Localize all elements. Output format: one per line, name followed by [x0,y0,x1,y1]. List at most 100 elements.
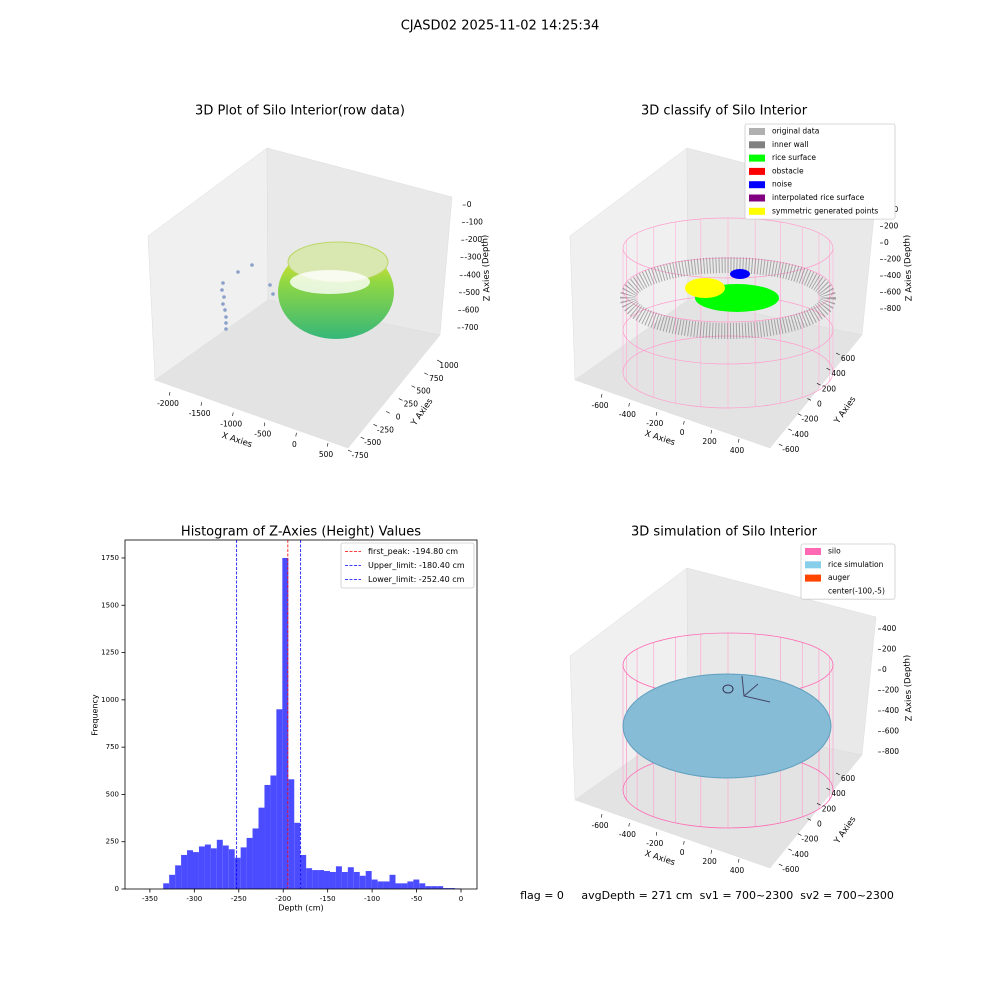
bar [401,883,408,889]
legend-patch [749,141,765,149]
y-tick-label: 0 [115,885,119,893]
y-axis-label: Frequency [91,694,100,736]
x-tick [200,402,202,406]
bar [306,868,313,889]
bar [240,847,247,889]
y-tick-label: 1000 [439,361,458,370]
y-tick-label: 0 [817,400,822,409]
x-tick [710,849,712,854]
y-tick-label: -400 [792,850,809,859]
bar [431,886,438,889]
y-tick-label: 750 [429,374,444,383]
y-tick-label: 500 [106,790,119,798]
bar [324,871,330,889]
x-tick-label: 0 [459,895,463,903]
x-tick [295,432,297,437]
x-tick-label: 500 [319,450,334,459]
point [221,281,225,285]
x-tick-label: 400 [730,866,745,875]
x-tick-label: 200 [702,437,717,446]
bar [377,881,384,889]
bar [193,852,199,889]
legend-patch [749,154,765,162]
point [271,292,275,296]
y-tick-label: 600 [841,354,856,363]
y-tick [807,398,812,401]
y-tick [816,383,821,386]
plot-frame [124,539,478,890]
z-tick-label: -400 [884,271,901,280]
point [224,315,228,319]
bar [282,557,289,889]
y-tick-label: 500 [416,387,431,396]
legend-label: auger [828,573,851,582]
x-tick-label: -300 [186,895,202,903]
status-text: flag = 0 avgDepth = 271 cm sv1 = 700~230… [520,889,894,902]
legend [800,543,896,600]
bar [329,871,336,889]
y-tick [826,367,831,371]
z-tick-label: -200 [465,235,482,244]
y-tick [835,352,840,356]
y-tick-label: 250 [106,838,119,846]
bar [294,822,301,889]
legend-label: silo [828,547,841,556]
bar [449,888,456,889]
bar [383,881,390,889]
legend-patch [749,207,765,215]
legend-label: rice surface [772,153,816,162]
point [220,288,224,292]
legend-label: symmetric generated points [772,206,878,215]
x-tick [710,429,712,434]
y-tick-label: -250 [377,425,394,434]
z-tick-label: -800 [882,747,899,756]
pane [154,299,441,449]
x-tick-label: 400 [730,446,745,455]
legend-label: original data [772,127,819,136]
x-tick [683,840,685,845]
y-tick [778,443,783,447]
x-tick-label: -600 [591,821,608,830]
y-tick [816,803,821,806]
y-tick [347,449,352,453]
z-tick-label: 0 [882,665,887,674]
z-tick-label: 0 [467,200,472,209]
y-tick-label: 1000 [101,696,119,704]
bar [187,850,193,889]
x-tick-label: -1500 [189,409,211,418]
point [250,263,254,267]
bar [216,839,223,889]
y-tick-label: 400 [831,369,846,378]
y-tick-label: 200 [822,384,837,393]
bar [163,883,170,889]
z-tick-label: -400 [882,706,899,715]
chart-title: 3D classify of Silo Interior [641,104,808,119]
chart-title: 3D Plot of Silo Interior(row data) [195,104,405,119]
bar [288,779,295,889]
bar [341,871,348,889]
y-tick [385,411,390,414]
noise-points [730,269,750,279]
x-tick-label: -400 [619,410,636,419]
bar [276,709,283,889]
bar [389,874,396,889]
x-tick [738,438,740,443]
y-tick-label: 0 [817,820,822,829]
bar [270,775,277,889]
y-tick [797,833,802,836]
y-tick [807,818,812,821]
bar [437,886,444,889]
x-tick-label: -200 [646,839,663,848]
auger-arm [741,675,771,703]
y-tick [424,372,428,375]
z-tick-label: -800 [884,304,901,313]
x-tick [655,831,658,836]
bar [335,866,342,889]
y-tick-label: -500 [364,438,381,447]
x-tick [628,822,630,827]
figure-title: CJASD02 2025-11-02 14:25:34 [401,19,600,34]
x-tick-label: -2000 [157,399,179,408]
x-tick-label: -350 [142,895,158,903]
legend-label: first_peak: -194.80 cm [368,547,458,556]
